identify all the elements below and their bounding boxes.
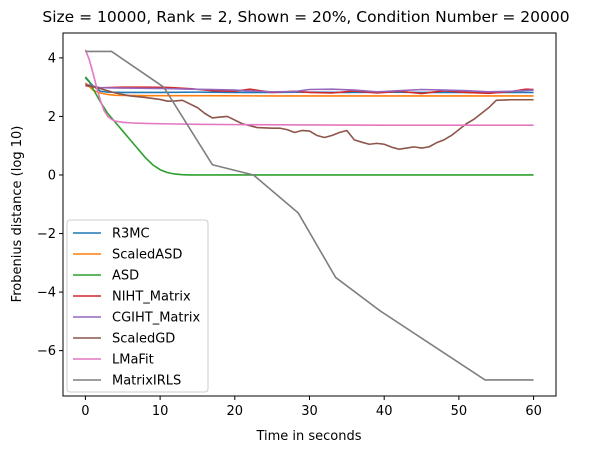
- x-tick-label: 40: [376, 404, 393, 419]
- y-tick-label: 0: [48, 168, 56, 183]
- legend-label-r3mc: R3MC: [112, 227, 150, 242]
- series-line-matrixirls: [85, 50, 534, 381]
- x-axis-label: Time in seconds: [255, 429, 361, 444]
- y-tick-label: −6: [37, 344, 56, 359]
- legend-label-lmafit: LMaFit: [112, 353, 154, 368]
- legend-box: [66, 219, 209, 393]
- x-tick-label: 30: [301, 404, 318, 419]
- chart-title: Size = 10000, Rank = 2, Shown = 20%, Con…: [42, 8, 569, 26]
- series-layer: [84, 49, 534, 381]
- legend: R3MC ScaledASD ASD NIHT_Matrix CGIHT_Matrix S…: [66, 219, 209, 393]
- y-axis-label: Frobenius distance (log 10): [10, 126, 25, 303]
- x-tick-label: 20: [227, 404, 244, 419]
- legend-label-cgiht-matrix: CGIHT_Matrix: [112, 311, 200, 326]
- legend-label-scaledgd: ScaledGD: [112, 332, 175, 347]
- series-line-scaledgd: [85, 84, 534, 151]
- series-line-r3mc: [84, 77, 534, 94]
- series-line-asd: [84, 76, 534, 176]
- x-axis: 0 10 20 30 40 50 60: [81, 396, 542, 419]
- y-tick-label: −4: [37, 286, 56, 301]
- legend-label-scaledasd: ScaledASD: [112, 248, 182, 263]
- series-line-cgiht-matrix: [85, 83, 534, 93]
- y-tick-label: 4: [48, 51, 56, 66]
- legend-label-asd: ASD: [112, 269, 139, 284]
- x-tick-label: 50: [451, 404, 468, 419]
- series-line-niht-matrix: [85, 84, 534, 95]
- series-line-lmafit: [84, 49, 534, 127]
- legend-label-niht-matrix: NIHT_Matrix: [112, 290, 191, 305]
- y-tick-label: −2: [37, 227, 56, 242]
- y-tick-label: 2: [48, 110, 56, 125]
- x-tick-label: 0: [81, 404, 89, 419]
- x-tick-label: 60: [525, 404, 542, 419]
- series-line-scaledasd: [84, 82, 534, 97]
- y-axis: −6 −4 −2 0 2 4: [37, 51, 63, 359]
- legend-label-matrixirls: MatrixIRLS: [112, 374, 181, 389]
- x-tick-label: 10: [152, 404, 169, 419]
